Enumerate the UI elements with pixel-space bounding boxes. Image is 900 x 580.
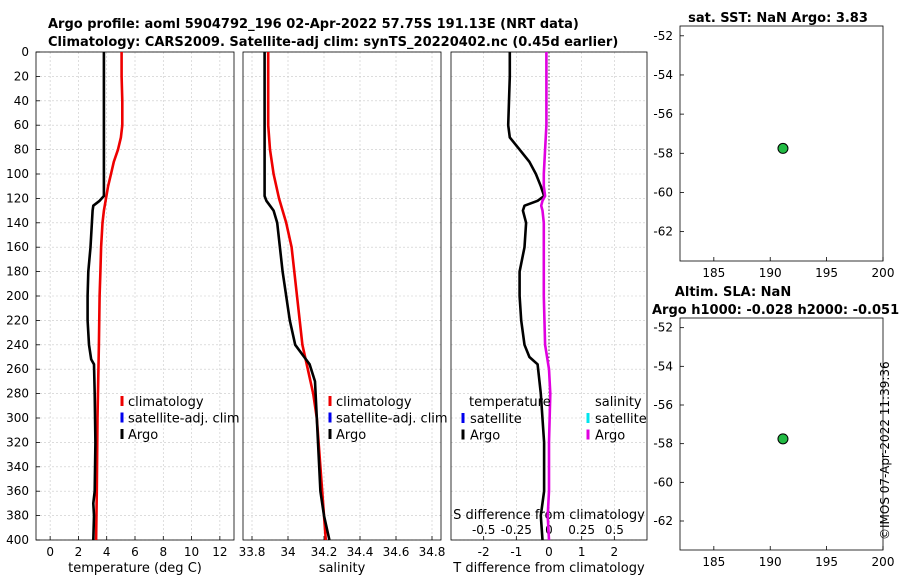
sla-map-lat-tick-label: -56 [653,398,673,412]
difference-x-tick-label: -2 [478,545,490,559]
sla-map-lat-tick-label: -62 [653,514,673,528]
temperature-legend-title: temperature [469,395,551,410]
sst-map-lat-tick-label: -52 [653,29,673,43]
depth-tick-label: 80 [14,143,29,157]
sst-map-lat-tick-label: -56 [653,107,673,121]
salinity-difference-tick-label: 0.5 [605,523,624,537]
temperature-x-tick-label: 8 [159,545,167,559]
depth-tick-label: 320 [6,435,29,449]
difference-series-t-argo [506,52,546,541]
sla-map-subtitle: Argo h1000: -0.028 h2000: -0.051 [652,303,899,318]
sst-map-lon-tick-label: 185 [702,266,725,280]
difference-x-tick-label: -1 [510,545,522,559]
temperature-x-axis-label: temperature (deg C) [68,561,202,576]
sst-map-lat-tick-label: -60 [653,185,673,199]
temperature-legend-label: Argo [470,429,500,444]
sst-map-lat-tick-label: -62 [653,225,673,239]
salinity-legend-label: satellite [595,412,647,427]
depth-tick-label: 140 [6,216,29,230]
depth-tick-label: 180 [6,265,29,279]
salinity-x-tick-label: 34.4 [347,545,374,559]
sla-map-lat-tick-label: -52 [653,321,673,335]
depth-tick-label: 240 [6,338,29,352]
difference-x-tick-label: 0 [545,545,553,559]
salinity-x-tick-label: 34.2 [311,545,338,559]
sla-map-argo-location-marker [777,433,789,445]
difference-x-tick-label: 2 [611,545,619,559]
salinity-legend-label: Argo [336,428,366,443]
difference-x-axis-label: T difference from climatology [452,561,645,576]
temperature-x-tick-label: 4 [103,545,111,559]
figure-title-line-1: Argo profile: aoml 5904792_196 02-Apr-20… [48,17,579,32]
temperature-legend-label: Argo [128,428,158,443]
figure-title-line-2: Climatology: CARS2009. Satellite-adj cli… [48,35,618,50]
difference-series-s-argo [539,52,552,541]
sst-map-lat-tick-label: -58 [653,146,673,160]
sla-map-lat-tick-label: -60 [653,475,673,489]
sst-map-argo-location-marker [777,142,789,154]
temperature-x-tick-label: 0 [46,545,54,559]
depth-tick-label: 220 [6,313,29,327]
temperature-x-tick-label: 10 [184,545,199,559]
imos-timestamp-watermark: ©IMOS 07-Apr-2022 11:39:36 [878,361,892,540]
temperature-series-climatology [94,52,124,541]
salinity-x-axis-label: salinity [319,561,366,576]
depth-tick-label: 260 [6,362,29,376]
depth-tick-label: 340 [6,460,29,474]
temperature-x-tick-label: 12 [212,545,227,559]
sla-map-frame [679,317,884,551]
salinity-x-tick-label: 34.8 [419,545,446,559]
depth-tick-label: 360 [6,484,29,498]
depth-tick-label: 120 [6,191,29,205]
sst-map-title: sat. SST: NaN Argo: 3.83 [688,11,868,26]
salinity-difference-tick-label: -0.25 [501,523,532,537]
depth-tick-label: 40 [14,94,29,108]
salinity-plot-frame [242,51,442,541]
depth-tick-label: 400 [6,533,29,547]
depth-tick-label: 300 [6,411,29,425]
depth-tick-label: 200 [6,289,29,303]
salinity-difference-axis-label: S difference from climatology [453,508,645,523]
sla-map-lon-tick-label: 200 [872,555,895,569]
temperature-x-tick-label: 2 [75,545,83,559]
temperature-series-argo [86,52,106,541]
sla-map-lon-tick-label: 195 [815,555,838,569]
salinity-difference-tick-label: -0.5 [472,523,495,537]
sst-map-frame [679,25,884,262]
salinity-legend-label: climatology [336,395,412,410]
depth-tick-label: 100 [6,167,29,181]
depth-tick-label: 60 [14,118,29,132]
sst-map-lon-tick-label: 190 [759,266,782,280]
difference-x-tick-label: 1 [578,545,586,559]
salinity-legend-label: Argo [595,429,625,444]
salinity-x-tick-label: 34 [280,545,295,559]
sst-map-lon-tick-label: 195 [815,266,838,280]
sla-map-title: Altim. SLA: NaN [675,285,791,300]
sla-map-lon-tick-label: 190 [759,555,782,569]
sla-map-lat-tick-label: -58 [653,437,673,451]
salinity-legend-title: salinity [595,395,642,410]
depth-tick-label: 380 [6,509,29,523]
depth-tick-label: 160 [6,240,29,254]
temperature-x-tick-label: 6 [131,545,139,559]
sla-map-lon-tick-label: 185 [702,555,725,569]
temperature-legend-label: satellite-adj. clim [128,412,240,427]
temperature-legend-label: climatology [128,395,204,410]
sla-map-lat-tick-label: -54 [653,359,673,373]
salinity-difference-tick-label: 0.25 [568,523,595,537]
salinity-x-tick-label: 33.8 [239,545,266,559]
temperature-legend-label: satellite [470,412,522,427]
salinity-series-argo [263,52,331,541]
sst-map-lat-tick-label: -54 [653,68,673,82]
depth-tick-label: 0 [21,45,29,59]
salinity-x-tick-label: 34.6 [383,545,410,559]
sst-map-lon-tick-label: 200 [872,266,895,280]
depth-tick-label: 20 [14,69,29,83]
depth-tick-label: 280 [6,387,29,401]
salinity-legend-label: satellite-adj. clim [336,412,448,427]
